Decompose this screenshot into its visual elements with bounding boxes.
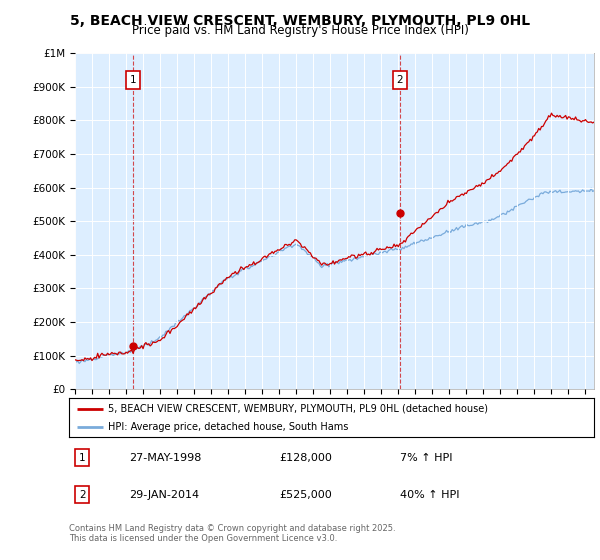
Text: 1: 1: [79, 452, 85, 463]
Text: 2: 2: [79, 490, 85, 500]
Text: 7% ↑ HPI: 7% ↑ HPI: [400, 452, 452, 463]
Text: 27-MAY-1998: 27-MAY-1998: [130, 452, 202, 463]
Text: Contains HM Land Registry data © Crown copyright and database right 2025.
This d: Contains HM Land Registry data © Crown c…: [69, 524, 395, 543]
Text: 40% ↑ HPI: 40% ↑ HPI: [400, 490, 459, 500]
Text: 29-JAN-2014: 29-JAN-2014: [130, 490, 199, 500]
Text: 5, BEACH VIEW CRESCENT, WEMBURY, PLYMOUTH, PL9 0HL: 5, BEACH VIEW CRESCENT, WEMBURY, PLYMOUT…: [70, 14, 530, 28]
Text: HPI: Average price, detached house, South Hams: HPI: Average price, detached house, Sout…: [109, 422, 349, 432]
Text: 2: 2: [397, 75, 403, 85]
Text: 5, BEACH VIEW CRESCENT, WEMBURY, PLYMOUTH, PL9 0HL (detached house): 5, BEACH VIEW CRESCENT, WEMBURY, PLYMOUT…: [109, 404, 488, 414]
Text: £525,000: £525,000: [279, 490, 332, 500]
Text: Price paid vs. HM Land Registry's House Price Index (HPI): Price paid vs. HM Land Registry's House …: [131, 24, 469, 37]
Text: £128,000: £128,000: [279, 452, 332, 463]
Text: 1: 1: [130, 75, 136, 85]
